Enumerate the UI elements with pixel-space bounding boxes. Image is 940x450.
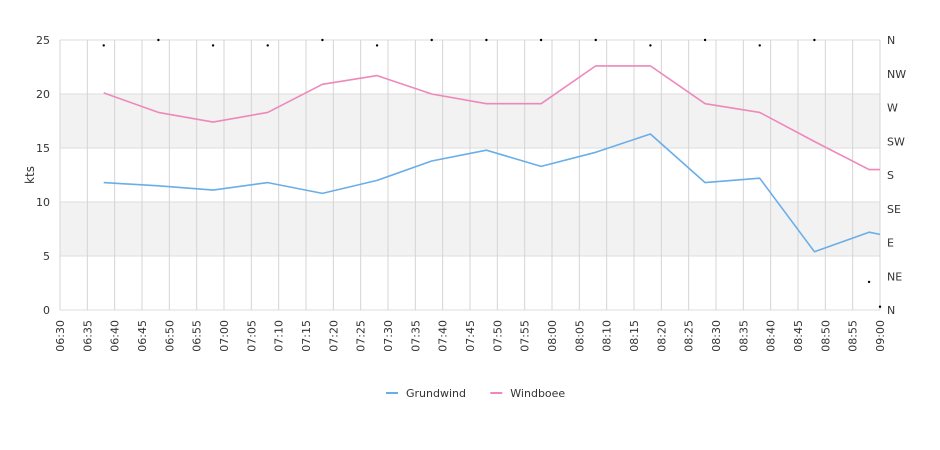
direction-tick-label: N — [887, 304, 895, 317]
x-tick-label: 08:15 — [628, 320, 641, 352]
x-tick-label: 08:10 — [601, 320, 614, 352]
x-tick-label: 08:05 — [573, 320, 586, 352]
x-tick-label: 08:20 — [655, 320, 668, 352]
x-tick-label: 07:15 — [300, 320, 313, 352]
direction-point — [485, 38, 488, 42]
x-tick-label: 08:45 — [792, 320, 805, 352]
x-tick-label: 08:35 — [737, 320, 750, 352]
direction-point — [649, 44, 652, 47]
direction-point — [102, 44, 105, 47]
y-tick-label: 10 — [36, 196, 50, 209]
x-tick-label: 07:25 — [355, 320, 368, 352]
x-tick-label: 08:25 — [683, 320, 696, 352]
y-tick-label: 5 — [43, 250, 50, 263]
x-tick-label: 08:00 — [546, 320, 559, 352]
direction-point — [878, 305, 882, 308]
x-tick-label: 09:00 — [874, 320, 887, 352]
direction-tick-label: SW — [887, 135, 905, 148]
direction-tick-label: E — [887, 237, 894, 250]
direction-point — [813, 38, 816, 42]
y-axis-label: kts — [23, 166, 37, 184]
direction-tick-label: NW — [887, 68, 906, 81]
series-line — [103, 65, 880, 171]
x-tick-label: 07:05 — [245, 320, 258, 352]
y-tick-label: 25 — [36, 34, 50, 47]
direction-point — [703, 38, 707, 42]
direction-point — [430, 38, 433, 42]
x-tick-label: 07:50 — [491, 320, 504, 352]
x-tick-label: 06:50 — [163, 320, 176, 352]
y-tick-label: 20 — [36, 88, 50, 101]
x-tick-label: 07:55 — [519, 320, 532, 352]
x-tick-label: 08:55 — [847, 320, 860, 352]
x-axis-ticks: 06:30 06:35 06:40 06:45 06:50 06:55 07:00 07:05… — [54, 320, 887, 352]
x-tick-label: 07:35 — [409, 320, 422, 352]
direction-point — [758, 44, 761, 47]
x-tick-label: 07:30 — [382, 320, 395, 352]
x-tick-label: 06:45 — [136, 320, 149, 352]
y-tick-label: 0 — [43, 304, 50, 317]
x-tick-label: 06:30 — [54, 320, 67, 352]
direction-point — [266, 44, 269, 47]
direction-point — [594, 38, 597, 42]
x-tick-label: 08:40 — [765, 320, 778, 352]
x-tick-label: 07:40 — [437, 320, 450, 352]
y-axis-ticks: 0 5 10 15 20 25 — [36, 34, 50, 317]
direction-tick-label: NE — [887, 270, 902, 283]
direction-point — [867, 280, 871, 284]
legend: Grundwind Windboee — [386, 387, 565, 400]
direction-axis-ticks: N NE E SE S SW W NW N — [887, 34, 906, 317]
direction-tick-label: W — [887, 102, 898, 115]
x-tick-label: 06:55 — [191, 320, 204, 352]
direction-point — [321, 38, 324, 42]
x-tick-label: 06:40 — [109, 320, 122, 352]
x-tick-label: 08:50 — [819, 320, 832, 352]
direction-point — [211, 44, 215, 47]
series-lines — [103, 65, 881, 253]
x-tick-label: 07:20 — [327, 320, 340, 352]
x-tick-label: 08:30 — [710, 320, 723, 352]
direction-point — [375, 44, 379, 47]
direction-points — [102, 38, 882, 308]
x-tick-label: 06:35 — [81, 320, 94, 352]
x-tick-label: 07:10 — [273, 320, 286, 352]
series-line — [103, 133, 881, 253]
grid-lines — [59, 39, 881, 311]
direction-tick-label: S — [887, 169, 894, 182]
legend-entry: Grundwind — [406, 387, 466, 400]
direction-point — [157, 38, 160, 42]
direction-tick-label: SE — [887, 203, 901, 216]
x-tick-label: 07:45 — [464, 320, 477, 352]
legend-entry: Windboee — [510, 387, 565, 400]
x-tick-label: 07:00 — [218, 320, 231, 352]
direction-tick-label: N — [887, 34, 895, 47]
direction-point — [539, 38, 543, 42]
y-tick-label: 15 — [36, 142, 50, 155]
